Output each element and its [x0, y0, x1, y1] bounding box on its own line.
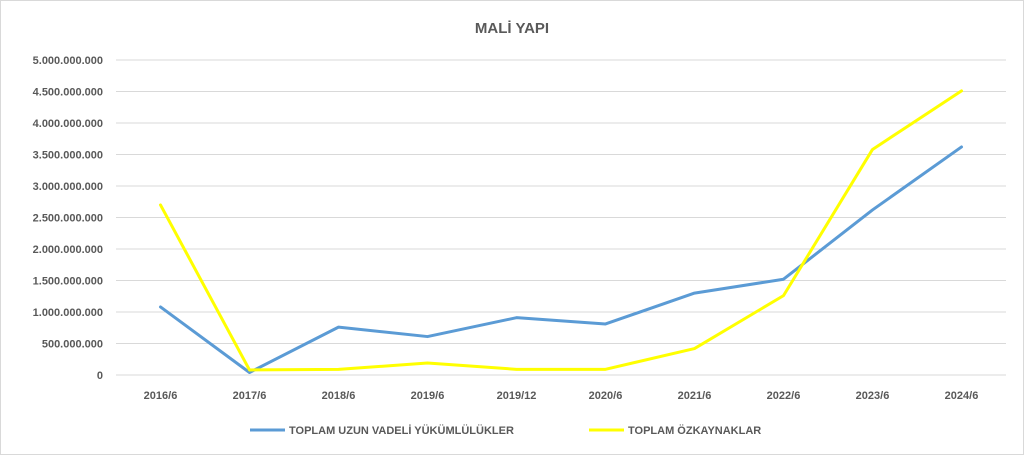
chart-title: MALİ YAPI — [475, 20, 549, 37]
y-tick-label: 2.000.000.000 — [33, 244, 103, 256]
x-axis-ticks: 2016/6 2017/6 2018/6 2019/6 2019/12 2020/6 202… — [144, 390, 979, 402]
x-tick-label: 2016/6 — [144, 390, 178, 402]
y-tick-label: 0 — [97, 370, 103, 382]
y-tick-label: 4.000.000.000 — [33, 118, 103, 130]
legend-label-1: TOPLAM UZUN VADELİ YÜKÜMLÜLÜKLER — [289, 424, 514, 437]
x-tick-label: 2024/6 — [945, 390, 979, 402]
y-axis-ticks: 0 500.000.000 1.000.000.000 1.500.000.000 2.… — [33, 55, 103, 382]
x-tick-label: 2017/6 — [233, 390, 267, 402]
y-tick-label: 4.500.000.000 — [33, 87, 103, 99]
y-tick-label: 3.000.000.000 — [33, 181, 103, 193]
legend: TOPLAM UZUN VADELİ YÜKÜMLÜLÜKLER TOPLAM Ö… — [250, 424, 761, 437]
x-tick-label: 2022/6 — [767, 390, 801, 402]
y-tick-label: 2.500.000.000 — [33, 213, 103, 225]
series-line-1 — [159, 145, 963, 374]
x-tick-label: 2023/6 — [856, 390, 890, 402]
gridlines — [116, 59, 1006, 376]
x-tick-label: 2018/6 — [322, 390, 356, 402]
y-tick-label: 3.500.000.000 — [33, 150, 103, 162]
y-tick-label: 5.000.000.000 — [33, 55, 103, 67]
series-line-2 — [159, 89, 963, 372]
x-tick-label: 2019/12 — [497, 390, 537, 402]
y-tick-label: 1.500.000.000 — [33, 276, 103, 288]
legend-label-2: TOPLAM ÖZKAYNAKLAR — [628, 424, 761, 437]
series-lines — [159, 89, 963, 374]
x-tick-label: 2021/6 — [678, 390, 712, 402]
y-tick-label: 500.000.000 — [42, 339, 103, 351]
x-tick-label: 2020/6 — [589, 390, 623, 402]
y-tick-label: 1.000.000.000 — [33, 307, 103, 319]
x-tick-label: 2019/6 — [411, 390, 445, 402]
